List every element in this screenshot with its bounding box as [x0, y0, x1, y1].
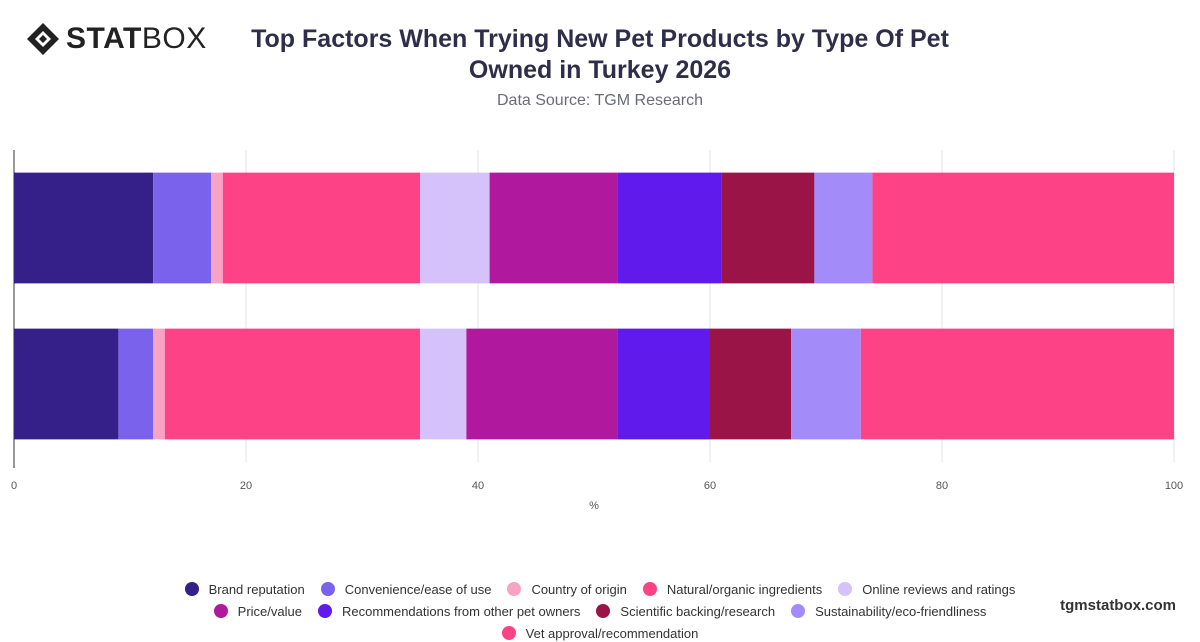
legend-item[interactable]: Sustainability/eco-friendliness [791, 602, 986, 620]
chart-legend: Brand reputation Convenience/ease of use C… [140, 580, 1060, 642]
bar-segment [14, 328, 119, 440]
chart-subtitle: Data Source: TGM Research [496, 92, 703, 109]
legend-item[interactable]: Vet approval/recommendation [501, 624, 698, 642]
legend-marker [507, 582, 522, 596]
bar-segment [721, 172, 815, 284]
diamond-logo-icon [27, 23, 59, 55]
x-tick-label: 40 [472, 480, 484, 492]
bar-segment [466, 328, 618, 440]
bar-segment [420, 328, 467, 440]
legend-marker [213, 604, 228, 618]
legend-marker [320, 582, 335, 596]
legend-marker [838, 582, 853, 596]
bar-segment [222, 172, 420, 284]
bar-segment [617, 172, 722, 284]
legend-item[interactable]: Price/value [213, 602, 302, 620]
legend-marker [596, 604, 611, 618]
bar-segment [153, 172, 212, 284]
legend-label: Country of origin [531, 581, 627, 597]
bar-segment [14, 172, 154, 284]
stacked-bar-chart: 0 20 40 60 80 100% [11, 150, 1183, 512]
legend-label: Brand reputation [208, 581, 305, 597]
legend-label: Online reviews and ratings [862, 581, 1016, 597]
legend-marker [317, 604, 332, 618]
legend-item[interactable]: Convenience/ease of use [320, 580, 492, 598]
legend-label: Sustainability/eco-friendliness [815, 603, 987, 619]
legend-item[interactable]: Scientific backing/research [596, 602, 775, 620]
website-label: tgmstatbox.com [1060, 597, 1176, 614]
bar-segment [617, 328, 710, 440]
legend-item[interactable]: Natural/organic ingredients [642, 580, 823, 598]
legend-marker [791, 604, 806, 618]
legend-item[interactable]: Country of origin [507, 580, 627, 598]
x-tick-label: 0 [11, 480, 17, 492]
legend-item[interactable]: Brand reputation [184, 580, 305, 598]
bar-segment [791, 328, 861, 440]
bar-segment [153, 328, 165, 440]
chart-title: Top Factors When Trying New Pet Products… [251, 25, 949, 84]
bar-segment [489, 172, 618, 284]
x-tick-label: 60 [704, 480, 716, 492]
bar-segment [860, 328, 1174, 440]
bar-segment [710, 328, 792, 440]
legend-label: Price/value [237, 603, 302, 619]
bar-segment [118, 328, 154, 440]
legend-marker [184, 582, 199, 596]
bar-segment [814, 172, 873, 284]
x-tick-label: 80 [936, 480, 948, 492]
legend-marker [501, 626, 516, 640]
legend-label: Natural/organic ingredients [666, 581, 823, 597]
x-axis-label: % [589, 500, 599, 512]
x-tick-label: 20 [240, 480, 252, 492]
bar-segment [164, 328, 420, 440]
legend-marker [642, 582, 657, 596]
legend-label: Scientific backing/research [620, 603, 776, 619]
logo-wordmark: STATBOX [66, 22, 207, 56]
bar-segment [872, 172, 1174, 284]
logo-light-text: BOX [141, 22, 207, 55]
legend-item[interactable]: Recommendations from other pet owners [317, 602, 581, 620]
logo-bold-text: STAT [66, 22, 142, 55]
statbox-logo: STATBOX [26, 22, 207, 56]
legend-label: Recommendations from other pet owners [341, 603, 581, 619]
legend-label: Convenience/ease of use [344, 581, 492, 597]
x-tick-label: 100 [1165, 480, 1183, 492]
bar-segment [420, 172, 490, 284]
bar-segment [211, 172, 223, 284]
legend-item[interactable]: Online reviews and ratings [838, 580, 1015, 598]
